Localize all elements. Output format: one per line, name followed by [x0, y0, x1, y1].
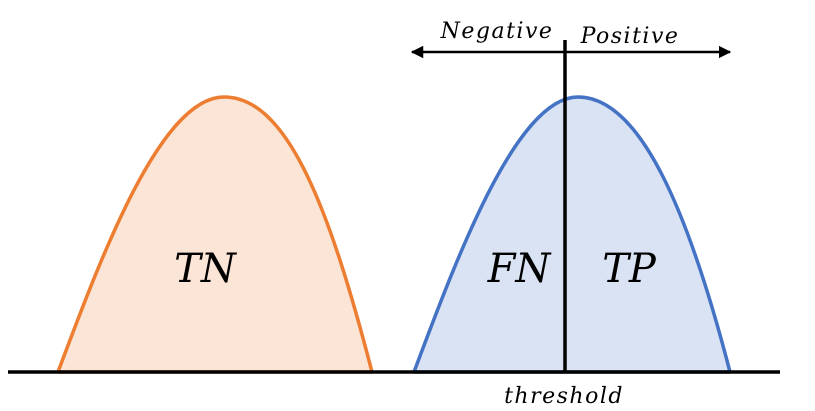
negative-distribution-curve	[56, 95, 374, 374]
label-tp: TP	[602, 246, 657, 292]
label-tn: TN	[174, 246, 238, 292]
label-threshold: threshold	[504, 384, 624, 409]
label-positive: Positive	[580, 24, 680, 49]
label-negative: Negative	[440, 19, 554, 44]
label-fn: FN	[487, 246, 553, 292]
positive-distribution-curve	[412, 95, 732, 374]
